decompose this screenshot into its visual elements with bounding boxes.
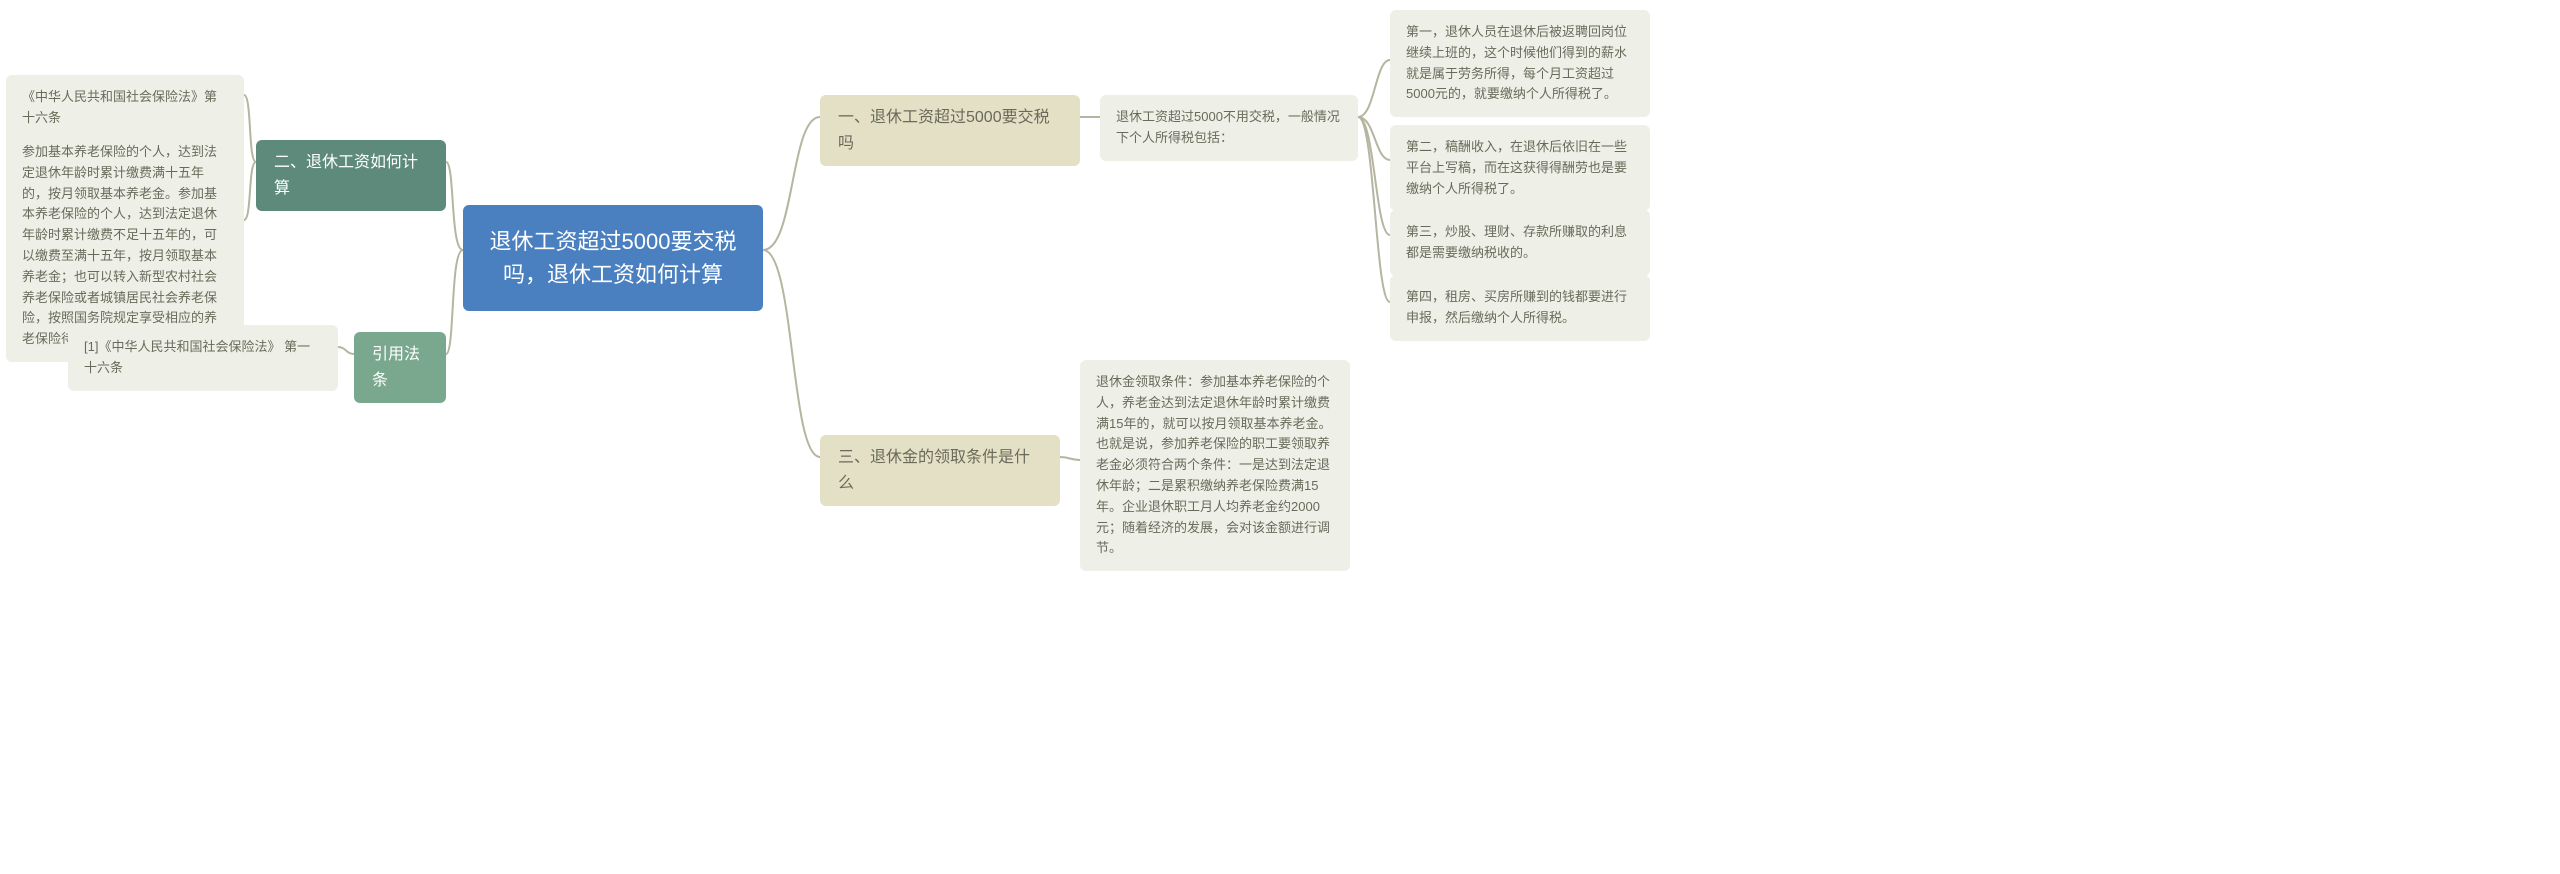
leaf-tax-2: 第二，稿酬收入，在退休后依旧在一些平台上写稿，而在这获得得酬劳也是要缴纳个人所得… xyxy=(1390,125,1650,211)
leaf-tax-4: 第四，租房、买房所赚到的钱都要进行申报，然后缴纳个人所得税。 xyxy=(1390,275,1650,341)
leaf-condition-detail: 退休金领取条件：参加基本养老保险的个人，养老金达到法定退休年龄时累计缴费满15年… xyxy=(1080,360,1350,571)
branch-tax: 一、退休工资超过5000要交税吗 xyxy=(820,95,1080,166)
leaf-tax-1: 第一，退休人员在退休后被返聘回岗位继续上班的，这个时候他们得到的薪水就是属于劳务… xyxy=(1390,10,1650,117)
branch-condition: 三、退休金的领取条件是什么 xyxy=(820,435,1060,506)
branch-calc: 二、退休工资如何计算 xyxy=(256,140,446,211)
branch-ref: 引用法条 xyxy=(354,332,446,403)
leaf-ref-item: [1]《中华人民共和国社会保险法》 第一十六条 xyxy=(68,325,338,391)
leaf-tax-3: 第三，炒股、理财、存款所赚取的利息都是需要缴纳税收的。 xyxy=(1390,210,1650,276)
leaf-tax-desc: 退休工资超过5000不用交税，一般情况下个人所得税包括： xyxy=(1100,95,1358,161)
root-node: 退休工资超过5000要交税吗，退休工资如何计算 xyxy=(463,205,763,311)
